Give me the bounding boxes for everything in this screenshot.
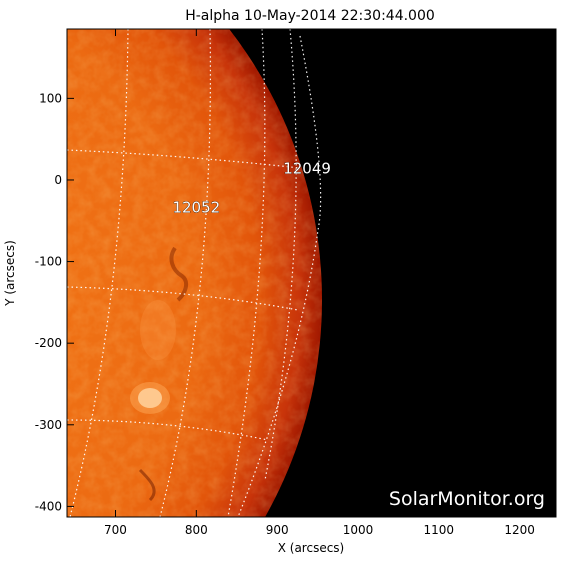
y-tick-label: -200 (35, 336, 62, 350)
x-tick-label: 700 (104, 523, 127, 537)
filament-feature (169, 246, 189, 302)
plot-area: 12049 12052 SolarMonitor.org (67, 29, 556, 517)
image-title: H-alpha 10-May-2014 22:30:44.000 (185, 8, 435, 24)
x-tick-label: 1000 (343, 523, 374, 537)
y-tick-label: -400 (35, 499, 62, 513)
y-axis-label: Y (arcsecs) (3, 240, 17, 307)
longitude-line (159, 29, 212, 517)
bright-plage (138, 388, 162, 408)
x-tick-label: 1100 (424, 523, 455, 537)
active-region-label: 12052 (172, 199, 220, 217)
x-tick-label: 1200 (504, 523, 535, 537)
y-axis: 100 0 -100 -200 -300 -400 (35, 91, 556, 513)
x-tick-label: 900 (266, 523, 289, 537)
plot-frame (66, 28, 557, 518)
active-region-label: 12049 (283, 159, 331, 177)
y-tick-label: 100 (39, 91, 62, 105)
x-axis-label: X (arcsecs) (278, 541, 345, 555)
y-tick-label: 0 (54, 173, 62, 187)
x-axis: 700 800 900 1000 1100 1200 (104, 29, 535, 537)
solar-limb-line (237, 35, 322, 517)
active-region-labels: 12049 12052 (172, 159, 331, 217)
x-tick-label: 800 (185, 523, 208, 537)
y-tick-label: -100 (35, 255, 62, 269)
heliographic-grid (67, 29, 322, 517)
y-tick-label: -300 (35, 418, 62, 432)
watermark-text: SolarMonitor.org (389, 488, 545, 510)
